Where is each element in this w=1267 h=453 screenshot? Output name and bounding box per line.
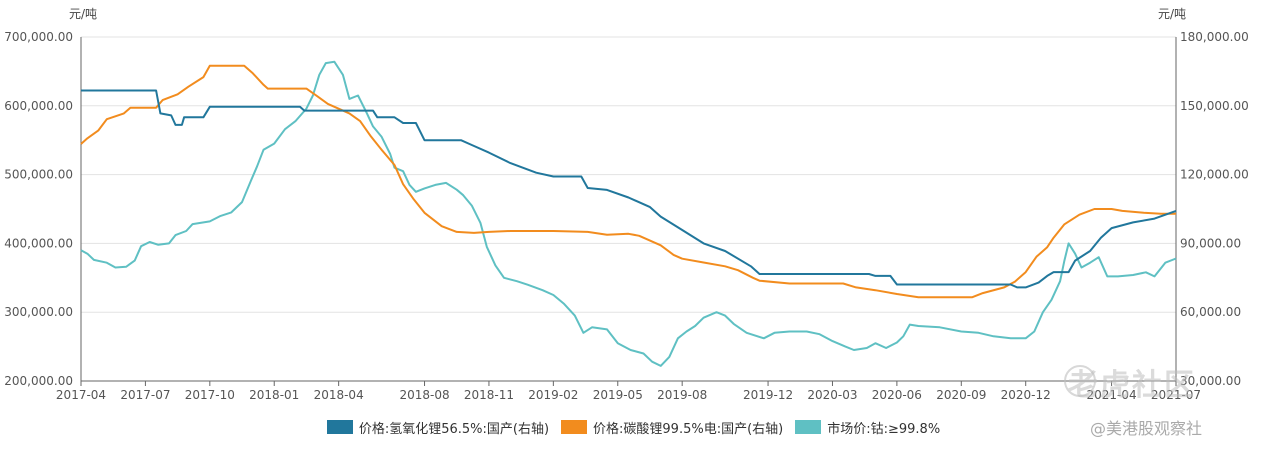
x-tick-label: 2021-07 xyxy=(1151,388,1201,402)
y-left-tick-label: 700,000.00 xyxy=(4,30,73,44)
y-right-tick-label: 90,000.00 xyxy=(1180,236,1241,250)
series-line-1 xyxy=(80,64,1176,299)
y-left-tick-label: 600,000.00 xyxy=(4,99,73,113)
x-tick-label: 2020-06 xyxy=(872,388,922,402)
x-tick-label: 2019-05 xyxy=(593,388,643,402)
x-tick-label: 2021-04 xyxy=(1087,388,1137,402)
x-tick-label: 2017-10 xyxy=(185,388,235,402)
x-tick-label: 2020-12 xyxy=(1001,388,1051,402)
x-tick-label: 2018-01 xyxy=(249,388,299,402)
watermark-handle: @美港股观察社 xyxy=(1090,419,1203,438)
x-tick-label: 2019-12 xyxy=(743,388,793,402)
legend-item-lithium-hydroxide[interactable]: 价格:氢氧化锂56.5%:国产(右轴) xyxy=(326,418,550,437)
legend-item-lithium-carbonate[interactable]: 价格:碳酸锂99.5%电:国产(右轴) xyxy=(561,418,783,437)
legend-swatch xyxy=(795,420,822,434)
x-tick-label: 2019-02 xyxy=(528,388,578,402)
x-tick-label: 2018-11 xyxy=(464,388,514,402)
x-tick-label: 2018-04 xyxy=(314,388,364,402)
x-tick-label: 2017-07 xyxy=(120,388,170,402)
line-chart: 200,000.00 300,000.00 400,000.00 500,000.00… xyxy=(4,7,1248,402)
y-right-tick-label: 30,000.00 xyxy=(1180,374,1241,388)
x-tick-label: 2019-08 xyxy=(657,388,707,402)
x-tick-label: 2020-09 xyxy=(936,388,986,402)
legend-label: 价格:氢氧化锂56.5%:国产(右轴) xyxy=(358,421,550,437)
left-axis-unit: 元/吨 xyxy=(69,7,97,21)
x-tick-label: 2020-03 xyxy=(807,388,857,402)
legend-label: 价格:碳酸锂99.5%电:国产(右轴) xyxy=(593,421,784,437)
x-tick-label: 2017-04 xyxy=(56,388,106,402)
series-line-0 xyxy=(81,89,1177,289)
watermark-brand: 老虎社区 xyxy=(1068,368,1196,403)
right-axis-unit: 元/吨 xyxy=(1158,7,1186,21)
series-lines xyxy=(80,60,1177,367)
legend-item-cobalt[interactable]: 市场价:钴:≥99.8% xyxy=(795,418,940,437)
y-right-tick-label: 150,000.00 xyxy=(1180,99,1249,113)
series-line-2 xyxy=(80,60,1177,367)
chart-legend: 价格:氢氧化锂56.5%:国产(右轴) 价格:碳酸锂99.5%电:国产(右轴) … xyxy=(0,416,1267,438)
legend-label: 市场价:钴:≥99.8% xyxy=(827,421,941,437)
y-right-tick-label: 60,000.00 xyxy=(1180,305,1241,319)
y-left-tick-label: 200,000.00 xyxy=(4,374,73,388)
y-right-tick-label: 120,000.00 xyxy=(1180,168,1249,182)
axes: 200,000.00 300,000.00 400,000.00 500,000.00… xyxy=(4,30,1248,402)
legend-swatch xyxy=(326,420,353,434)
y-left-tick-label: 300,000.00 xyxy=(4,305,73,319)
y-left-tick-label: 500,000.00 xyxy=(4,168,73,182)
watermark-logo xyxy=(1064,365,1096,397)
y-left-tick-label: 400,000.00 xyxy=(4,236,73,250)
y-right-tick-label: 180,000.00 xyxy=(1180,30,1249,44)
gridlines xyxy=(81,36,1176,313)
x-tick-label: 2018-08 xyxy=(399,388,449,402)
legend-swatch xyxy=(561,420,588,434)
